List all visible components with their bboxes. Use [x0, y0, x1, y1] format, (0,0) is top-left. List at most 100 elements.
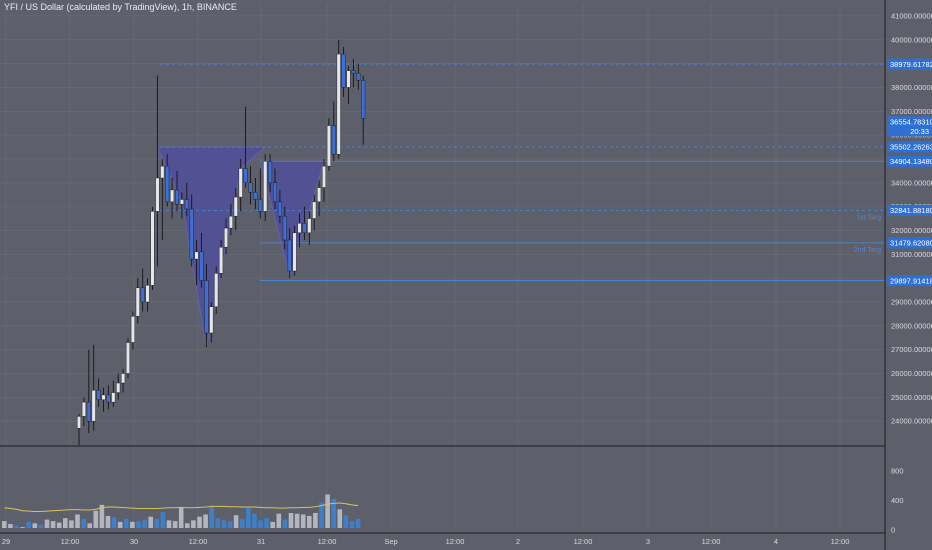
countdown-label: 20:33: [910, 127, 929, 136]
candle-body: [302, 223, 307, 234]
price-tags: 38979.61782 35502.26263 34904.13480 32841.8…: [887, 58, 932, 287]
candle-body: [194, 251, 199, 260]
time-tick-label: 29: [2, 537, 10, 546]
volume-bar: [331, 498, 336, 528]
price-level-tag: 34904.13480: [890, 157, 932, 166]
volume-bar: [20, 527, 25, 528]
volume-bar: [130, 521, 135, 528]
candle-body: [287, 239, 292, 272]
candle-body: [111, 392, 116, 403]
volume-bar: [142, 519, 147, 528]
candle-body: [150, 211, 155, 286]
price-level-tag: 35502.26263: [890, 143, 932, 152]
candle-body: [331, 125, 336, 155]
candle-body: [170, 189, 175, 203]
volume-bar: [319, 502, 324, 528]
price-tick-label: 32000.00000: [891, 226, 932, 235]
time-tick-label: 12:00: [189, 537, 208, 546]
price-tick-label: 29000.00000: [891, 297, 932, 306]
candle-body: [209, 306, 214, 334]
time-tick-label: 12:00: [702, 537, 721, 546]
volume-bar: [239, 518, 245, 528]
candle-body: [336, 53, 341, 155]
volume-bar: [38, 524, 44, 528]
time-tick-label: 12:00: [318, 537, 337, 546]
candle-body: [76, 416, 81, 429]
candle-body: [243, 168, 248, 183]
volume-bar: [93, 510, 99, 528]
time-tick-label: 31: [257, 537, 265, 546]
volume-bar: [203, 514, 208, 528]
volume-bar: [2, 521, 7, 528]
volume-bar: [124, 518, 129, 528]
candle-body: [356, 72, 361, 81]
candle-body: [233, 196, 238, 217]
volume-bar: [337, 509, 343, 528]
volume-bar: [270, 521, 275, 528]
price-level-tag: 32841.88180: [890, 206, 932, 215]
candle-body: [184, 199, 189, 210]
candle-body: [96, 389, 101, 400]
candle-body: [179, 199, 184, 205]
volume-bar: [307, 515, 312, 528]
candle-body: [238, 168, 243, 198]
price-tick-label: 34000.00000: [891, 178, 932, 187]
volume-bar: [325, 494, 330, 528]
time-tick-label: 4: [774, 537, 778, 546]
candle-body: [86, 401, 91, 422]
price-tick-label: 31000.00000: [891, 250, 932, 259]
time-tick-label: 12:00: [574, 537, 593, 546]
volume-bar: [221, 520, 227, 528]
price-tick-label: 27000.00000: [891, 345, 932, 354]
volume-bar: [44, 519, 50, 528]
volume-ma-line: [4, 502, 359, 512]
candle-body: [341, 53, 346, 88]
candle-body: [282, 215, 287, 241]
candle-body: [317, 187, 322, 203]
price-tick-label: 24000.00000: [891, 417, 932, 426]
volume-bar: [355, 518, 361, 528]
candle-body: [81, 401, 86, 417]
volume-bar: [8, 524, 13, 528]
volume-bar: [56, 522, 62, 528]
candle-body: [361, 80, 366, 119]
chart-title: YFI / US Dollar (calculated by TradingVi…: [4, 2, 237, 12]
volume-bar: [172, 521, 178, 528]
volume-bar: [313, 512, 318, 528]
time-tick-label: 3: [646, 537, 650, 546]
candle-body: [223, 227, 228, 248]
candle-body: [160, 165, 165, 179]
candle-body: [145, 285, 150, 303]
volume-bar: [215, 518, 221, 528]
candle-body: [326, 125, 331, 167]
volume-bar: [294, 513, 300, 528]
candle-body: [263, 161, 268, 212]
candle-body: [116, 382, 121, 393]
volume-bar: [276, 513, 282, 528]
volume-bar: [197, 516, 202, 528]
candle-body: [130, 316, 135, 343]
volume-bar: [160, 512, 166, 528]
price-level-tag-bg: [887, 204, 932, 216]
volume-bar: [343, 515, 349, 528]
candle-body: [155, 177, 160, 212]
volume-bar: [282, 519, 288, 528]
candle-body: [106, 394, 111, 403]
candle-body: [253, 192, 258, 200]
time-tick-label: Sep: [384, 537, 397, 546]
time-tick-label: 12:00: [446, 537, 465, 546]
candle-body: [214, 273, 219, 307]
price-tick-label: 40000.00000: [891, 35, 932, 44]
volume-bar: [69, 520, 74, 528]
price-level-tag-bg: [887, 237, 932, 249]
price-level-tag-bg: [887, 155, 932, 167]
volume-bar: [166, 520, 172, 528]
time-tick-label: 30: [130, 537, 138, 546]
volume-bar: [14, 525, 19, 528]
candle-body: [268, 161, 273, 183]
candle-body: [101, 394, 106, 400]
volume-bar: [258, 520, 263, 528]
volume-bar: [63, 518, 68, 528]
volume-bar: [349, 521, 355, 528]
